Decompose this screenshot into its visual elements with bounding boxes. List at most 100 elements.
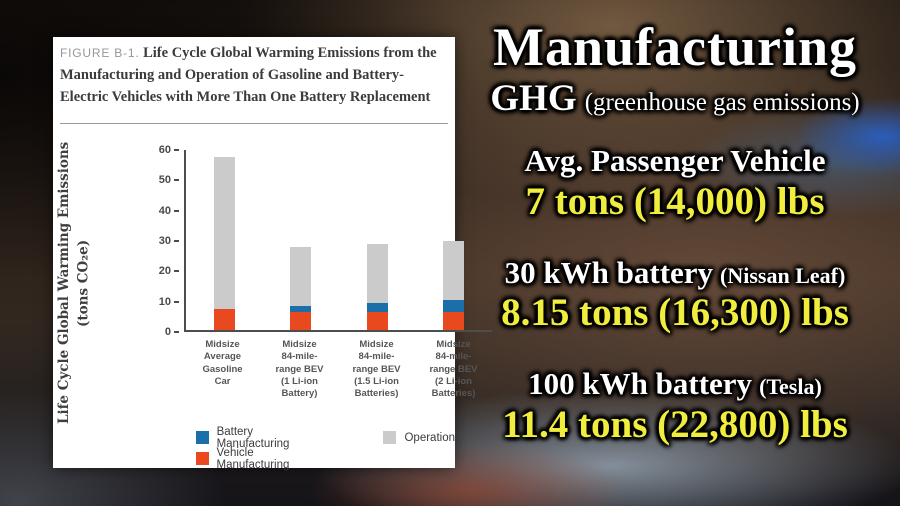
- y-tick: 40: [149, 204, 179, 218]
- x-label: Midsize Average Gasoline Car: [185, 339, 261, 401]
- y-tick-label: 40: [158, 204, 171, 217]
- legend-label: Operation: [404, 431, 455, 444]
- entry-label: 30 kWh battery: [504, 254, 714, 290]
- x-label-line: Battery): [281, 388, 318, 400]
- figure-label: FIGURE B-1.: [60, 46, 140, 60]
- bar-segment-operation: [290, 246, 312, 306]
- y-tick: 20: [149, 264, 179, 278]
- figure-card: FIGURE B-1. Life Cycle Global Warming Em…: [53, 37, 492, 471]
- y-axis-label: Life Cycle Global Warming Emissions (ton…: [55, 135, 99, 431]
- bar-segment-operation: [443, 240, 465, 300]
- legend-item: Operation: [383, 431, 455, 444]
- x-label-line: (1 Li-ion: [281, 376, 318, 388]
- legend-swatch: [196, 452, 209, 465]
- bar-segment-vehicle-manufacturing: [366, 311, 388, 330]
- x-label-line: 84-mile-: [281, 351, 318, 363]
- legend-swatch: [196, 431, 209, 444]
- legend-label: Battery Manufacturing: [216, 425, 290, 450]
- entry-value: 11.4 tons (22,800) lbs: [502, 402, 848, 446]
- overlay-heading: Manufacturing: [493, 17, 857, 77]
- x-label: Midsize 84-mile-range BEV (1 Li-ion Battery…: [262, 339, 338, 401]
- x-axis-labels: Midsize Average Gasoline Car Midsize 84-mile-…: [184, 339, 492, 401]
- x-label-line: Midsize: [282, 339, 317, 350]
- x-label-line: 84-mile-: [358, 351, 395, 363]
- bar-segment-operation: [366, 243, 388, 303]
- overlay-entry: 30 kWh battery (Nissan Leaf) 8.15 tons (16…: [450, 255, 900, 336]
- overlay-subheading: GHG: [490, 78, 577, 119]
- entry-label: Avg. Passenger Vehicle: [524, 143, 826, 178]
- y-axis-label-line2: (tons CO₂e): [75, 239, 92, 327]
- overlay-subheading-line: GHG (greenhouse gas emissions): [450, 77, 900, 120]
- y-tick-label: 60: [158, 144, 171, 156]
- x-label-line: Midsize: [359, 339, 394, 350]
- entry-label-line: 100 kWh battery (Tesla): [450, 366, 900, 402]
- x-label-line: Average: [203, 351, 242, 363]
- bar: [366, 243, 388, 330]
- x-label-line: Batteries): [354, 388, 399, 400]
- plot-area: [184, 150, 492, 332]
- y-tick: 10: [149, 295, 179, 309]
- y-tick-mark: [174, 300, 179, 303]
- y-tick-label: 10: [158, 295, 171, 308]
- legend-swatch: [383, 431, 397, 444]
- bar-segment-battery-manufacturing: [290, 305, 312, 312]
- y-tick: 50: [149, 173, 179, 187]
- bar-segment-vehicle-manufacturing: [443, 311, 465, 330]
- y-tick: 60: [149, 143, 179, 157]
- y-tick-mark: [174, 270, 179, 273]
- x-label-line: Midsize: [436, 339, 471, 350]
- x-label-line: range BEV: [275, 363, 324, 375]
- entry-note: (Nissan Leaf): [720, 262, 846, 288]
- x-label-line: range BEV: [429, 363, 478, 375]
- figure-title-text: Life Cycle Global Warming Emissions from…: [60, 45, 437, 105]
- bar: [290, 246, 312, 330]
- y-tick: 0: [149, 325, 179, 339]
- x-label-line: Car: [214, 376, 231, 388]
- entry-value: 7 tons (14,000) lbs: [525, 179, 825, 223]
- figure-title: FIGURE B-1. Life Cycle Global Warming Em…: [60, 43, 448, 108]
- chart-legend: Battery Manufacturing Vehicle Manufacturi…: [196, 426, 455, 471]
- bar: [443, 240, 465, 330]
- x-label-line: 84-mile-: [435, 351, 472, 363]
- legend-item: Battery Manufacturing: [196, 426, 325, 450]
- y-tick-label: 50: [158, 174, 171, 187]
- y-tick-label: 30: [158, 234, 171, 247]
- x-label-line: (2 Li-ion: [435, 376, 472, 388]
- y-tick-mark: [174, 149, 179, 151]
- x-label: Midsize 84-mile-range BEV (1.5 Li-ion Batte…: [339, 339, 415, 401]
- overlay-subheading-note: (greenhouse gas emissions): [584, 89, 860, 116]
- x-label: Midsize 84-mile-range BEV (2 Li-ion Batteri…: [416, 339, 492, 401]
- y-tick-label: 20: [158, 265, 171, 278]
- bar-segment-battery-manufacturing: [443, 299, 465, 312]
- bar-segment-operation: [213, 157, 235, 309]
- x-label-line: Gasoline: [202, 363, 243, 375]
- legend-item: Vehicle Manufacturing: [196, 447, 325, 471]
- x-label-line: Batteries): [431, 388, 476, 400]
- bar-segment-vehicle-manufacturing: [213, 308, 235, 330]
- bar: [213, 157, 235, 330]
- entry-note: (Tesla): [759, 374, 822, 400]
- title-divider: [60, 123, 448, 124]
- legend-label: Vehicle Manufacturing: [216, 446, 290, 471]
- overlay-entry: 100 kWh battery (Tesla) 11.4 tons (22,800)…: [450, 366, 900, 447]
- bar-segment-battery-manufacturing: [366, 302, 388, 312]
- y-tick-mark: [174, 330, 179, 333]
- overlay-entries: Avg. Passenger Vehicle 7 tons (14,000) lb…: [450, 143, 900, 447]
- x-label-line: Midsize: [205, 339, 240, 350]
- y-tick: 30: [149, 234, 179, 248]
- y-tick-label: 0: [164, 325, 171, 338]
- overlay-entry: Avg. Passenger Vehicle 7 tons (14,000) lb…: [450, 143, 900, 224]
- entry-label-line: Avg. Passenger Vehicle: [450, 143, 900, 179]
- entry-value: 8.15 tons (16,300) lbs: [501, 291, 849, 335]
- y-tick-mark: [174, 209, 179, 212]
- entry-label-line: 30 kWh battery (Nissan Leaf): [450, 255, 900, 291]
- text-overlay: Manufacturing GHG (greenhouse gas emissio…: [450, 0, 900, 506]
- y-axis-ticks: 60 50 40 30 20 10 0: [149, 143, 179, 339]
- entry-label: 100 kWh battery: [528, 366, 753, 402]
- y-axis-label-line1: Life Cycle Global Warming Emissions: [56, 141, 72, 425]
- bar-segment-vehicle-manufacturing: [290, 311, 312, 330]
- x-label-line: range BEV: [352, 363, 401, 375]
- y-tick-mark: [174, 239, 179, 242]
- x-label-line: (1.5 Li-ion: [354, 376, 399, 388]
- y-tick-mark: [174, 179, 179, 182]
